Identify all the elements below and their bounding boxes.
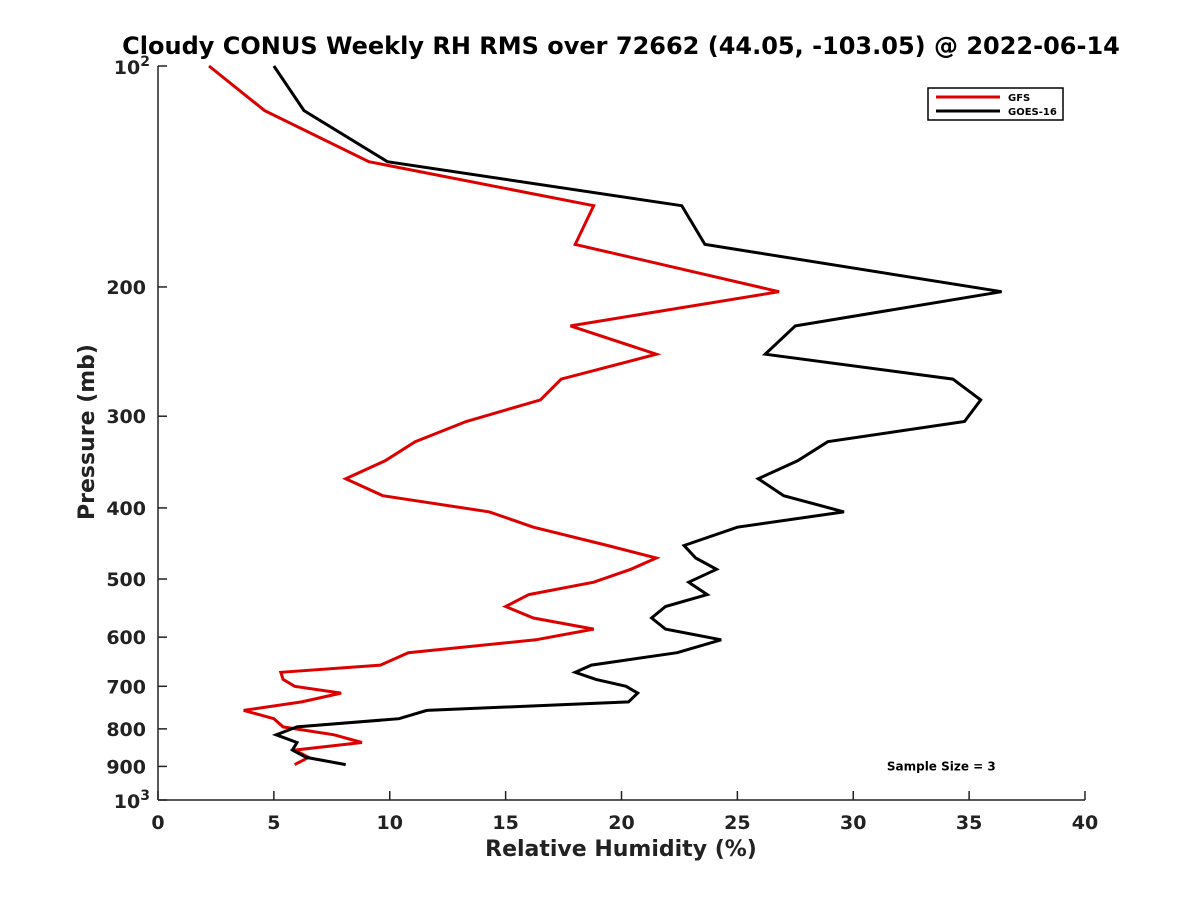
x-tick-label: 20 — [608, 812, 634, 834]
y-tick-label: 900 — [106, 756, 146, 778]
x-tick-label: 5 — [267, 812, 280, 834]
y-tick-label: 800 — [106, 719, 146, 741]
x-tick-label: 15 — [492, 812, 518, 834]
x-axis-label: Relative Humidity (%) — [485, 837, 757, 862]
sample-size-annotation: Sample Size = 3 — [887, 759, 996, 773]
x-tick-label: 35 — [956, 812, 982, 834]
chart-title: Cloudy CONUS Weekly RH RMS over 72662 (4… — [122, 32, 1120, 60]
x-tick-label: 0 — [151, 812, 164, 834]
y-axis-label: Pressure (mb) — [75, 344, 100, 520]
y-tick-label: 700 — [106, 676, 146, 698]
x-tick-label: 40 — [1072, 812, 1098, 834]
y-tick-label: 200 — [106, 277, 146, 299]
x-tick-label: 30 — [840, 812, 866, 834]
legend-entry: GFS — [1008, 93, 1030, 104]
series-line-goes-16 — [271, 65, 1002, 767]
plot-area: 0 5 10 15 20 25 30 35 40 102 200 300 400 500 600 700 800… — [106, 54, 1098, 834]
legend-entry: GOES-16 — [1008, 107, 1057, 118]
x-tick-label: 10 — [377, 812, 403, 834]
y-tick-label: 300 — [106, 406, 146, 428]
y-tick-label: 102 — [114, 54, 150, 79]
y-tick-label: 600 — [106, 627, 146, 649]
legend: GFS GOES-16 — [927, 87, 1064, 121]
y-tick-label: 500 — [106, 569, 146, 591]
x-tick-label: 25 — [724, 812, 750, 834]
y-tick-label: 400 — [106, 498, 146, 520]
legend-box — [927, 87, 1064, 121]
series-line-gfs — [208, 64, 780, 766]
y-tick-label: 103 — [114, 788, 150, 813]
